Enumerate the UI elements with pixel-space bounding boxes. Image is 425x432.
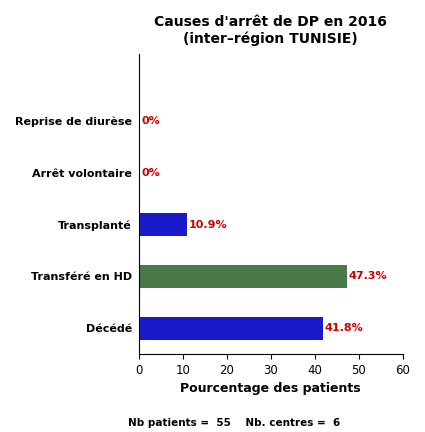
Text: 41.8%: 41.8%: [325, 323, 363, 333]
Text: 0%: 0%: [141, 116, 160, 126]
Bar: [139, 213, 187, 236]
X-axis label: Pourcentage des patients: Pourcentage des patients: [181, 382, 361, 395]
Text: 47.3%: 47.3%: [349, 271, 388, 282]
Text: Nb patients =  55    Nb. centres =  6: Nb patients = 55 Nb. centres = 6: [128, 418, 340, 428]
Bar: [139, 265, 347, 288]
Text: 10.9%: 10.9%: [189, 220, 228, 230]
Bar: [139, 317, 323, 340]
Text: 0%: 0%: [141, 168, 160, 178]
Title: Causes d'arrêt de DP en 2016
(inter–région TUNISIE): Causes d'arrêt de DP en 2016 (inter–régi…: [154, 15, 387, 46]
